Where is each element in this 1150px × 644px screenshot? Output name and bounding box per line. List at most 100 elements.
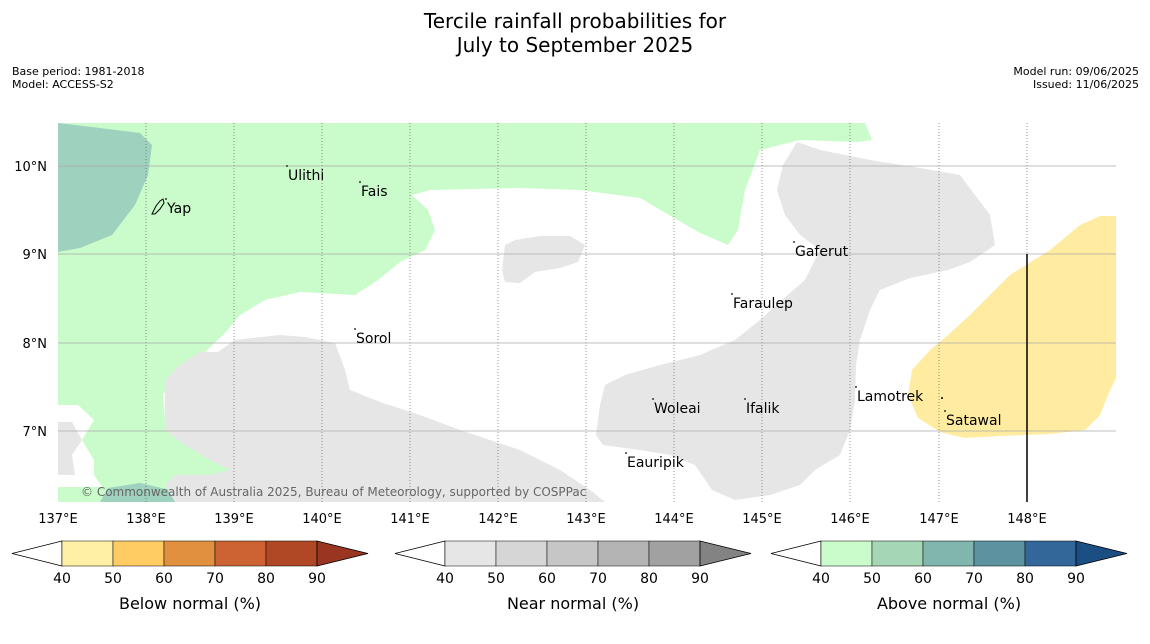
colorbar-segment <box>265 540 318 567</box>
near-normal-region-east <box>596 142 995 500</box>
grid-lines <box>58 123 1116 502</box>
place-label: Ifalik <box>746 401 780 417</box>
title-line-1: Tercile rainfall probabilities for <box>423 9 727 33</box>
colorbar-segment <box>973 540 1026 567</box>
meta-right: Model run: 09/06/2025 Issued: 11/06/2025 <box>1013 65 1139 91</box>
colorbar-tick-label: 90 <box>691 571 709 587</box>
colorbar-segment <box>648 540 701 567</box>
colorbar-tick-label: 70 <box>589 571 607 587</box>
colorbar-right-extension <box>699 540 752 567</box>
lon-tick-label: 141°E <box>390 512 430 527</box>
near-normal-region-west <box>165 335 605 502</box>
lat-tick-labels: 10°N 9°N 8°N 7°N <box>14 160 47 440</box>
colorbars: 40 50 60 70 80 90 40 50 60 70 80 90 40 50 60 70 80 90 <box>11 540 1128 587</box>
colorbar-right-extension <box>316 540 369 567</box>
colorbar-segment <box>1024 540 1077 567</box>
lon-tick-label: 137°E <box>38 512 78 527</box>
colorbar-segment <box>922 540 975 567</box>
island-marker <box>744 398 746 400</box>
colorbar-left-extension <box>11 540 63 567</box>
colorbar-tick-label: 90 <box>308 571 326 587</box>
colorbar-tick-label: 40 <box>812 571 830 587</box>
map-area: Yap Ulithi Fais Gaferut Faraulep Sorol Lamotre… <box>58 123 1116 502</box>
above-normal-high-bottom <box>100 483 180 502</box>
colorbar-segment <box>61 540 114 567</box>
colorbar-tick-label: 70 <box>206 571 224 587</box>
colorbar-segment <box>214 540 267 567</box>
colorbar-tick-label: 60 <box>914 571 932 587</box>
place-label: Woleai <box>654 401 701 417</box>
model-name: Model: ACCESS-S2 <box>12 78 114 91</box>
place-label: Ulithi <box>288 168 324 184</box>
island-marker <box>793 241 795 243</box>
below-normal-region <box>908 216 1116 438</box>
colorbar-segment <box>546 540 599 567</box>
island-marker <box>286 165 288 167</box>
place-label: Satawal <box>946 413 1001 429</box>
island-marker <box>625 452 627 454</box>
yap-island-shape <box>151 198 165 215</box>
colorbar-left-extension <box>394 540 446 567</box>
lat-tick-label: 10°N <box>14 160 47 175</box>
colorbar-segment <box>495 540 548 567</box>
colorbar-tick-label: 80 <box>1016 571 1034 587</box>
lon-tick-label: 144°E <box>654 512 694 527</box>
colorbar-left-extension <box>770 540 822 567</box>
meta-left: Base period: 1981-2018 Model: ACCESS-S2 <box>12 65 144 91</box>
colorbar-tick-label: 50 <box>104 571 122 587</box>
place-labels: Yap Ulithi Fais Gaferut Faraulep Sorol Lamotre… <box>165 165 1001 471</box>
island-marker <box>354 328 356 330</box>
colorbar-segment <box>112 540 165 567</box>
colorbar: 40 50 60 70 80 90 <box>394 540 752 587</box>
colorbar-tick-label: 50 <box>487 571 505 587</box>
lon-tick-label: 140°E <box>302 512 342 527</box>
place-label: Sorol <box>356 331 391 347</box>
island-marker <box>941 397 943 399</box>
colorbar-segment <box>597 540 650 567</box>
colorbar-tick-label: 40 <box>53 571 71 587</box>
above-normal-high-region <box>58 123 152 252</box>
place-label: Gaferut <box>795 244 849 260</box>
title-line-2: July to September 2025 <box>456 33 694 57</box>
colorbar-tick-label: 60 <box>538 571 556 587</box>
colorbar-label-below: Below normal (%) <box>118 594 262 613</box>
place-label: Lamotrek <box>857 389 924 405</box>
lon-tick-label: 138°E <box>126 512 166 527</box>
colorbar: 40 50 60 70 80 90 <box>770 540 1128 587</box>
near-normal-small-left <box>58 422 82 475</box>
place-label: Fais <box>361 184 388 200</box>
copyright-text: © Commonwealth of Australia 2025, Bureau… <box>81 485 586 499</box>
place-label: Faraulep <box>733 296 793 312</box>
island-marker <box>855 386 857 388</box>
colorbar-tick-label: 40 <box>436 571 454 587</box>
above-normal-region <box>58 123 872 502</box>
lon-tick-label: 146°E <box>830 512 870 527</box>
colorbar-segment <box>871 540 924 567</box>
island-marker <box>359 181 361 183</box>
lat-tick-label: 8°N <box>23 337 48 352</box>
lat-tick-label: 7°N <box>23 425 48 440</box>
chart-title: Tercile rainfall probabilities for July … <box>0 9 1150 57</box>
colorbar: 40 50 60 70 80 90 <box>11 540 369 587</box>
lon-tick-label: 143°E <box>566 512 606 527</box>
lon-tick-label: 145°E <box>742 512 782 527</box>
place-label: Yap <box>166 201 191 217</box>
colorbar-label-above: Above normal (%) <box>876 594 1022 613</box>
colorbar-segment <box>163 540 216 567</box>
colorbar-tick-label: 80 <box>640 571 658 587</box>
colorbar-segment <box>444 540 497 567</box>
lon-tick-labels: 137°E 138°E 139°E 140°E 141°E 142°E 143°E 144°E… <box>38 512 1047 527</box>
colorbar-tick-label: 70 <box>965 571 983 587</box>
place-label: Eauripik <box>627 455 685 471</box>
colorbar-right-extension <box>1075 540 1128 567</box>
island-marker <box>944 410 946 412</box>
colorbar-tick-label: 80 <box>257 571 275 587</box>
colorbar-tick-label: 60 <box>155 571 173 587</box>
near-normal-region-central <box>502 236 585 283</box>
issued-date: Issued: 11/06/2025 <box>1032 78 1139 91</box>
colorbar-segment <box>820 540 873 567</box>
lon-tick-label: 147°E <box>919 512 959 527</box>
lon-tick-label: 148°E <box>1007 512 1047 527</box>
model-run: Model run: 09/06/2025 <box>1013 65 1139 78</box>
